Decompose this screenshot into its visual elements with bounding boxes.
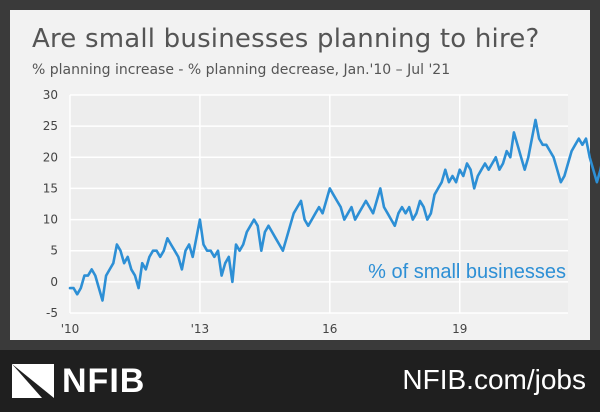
series-label: % of small businesses xyxy=(368,261,566,283)
chart-subtitle: % planning increase - % planning decreas… xyxy=(32,62,451,78)
y-tick-label: 5 xyxy=(50,244,58,258)
y-tick-label: 0 xyxy=(50,275,58,289)
logo-text: NFIB xyxy=(62,361,146,400)
x-tick-label: '13 xyxy=(191,322,210,336)
chart-grid xyxy=(69,94,568,314)
nfib-logo: NFIB xyxy=(12,361,146,400)
y-tick-label: 30 xyxy=(43,88,58,102)
footer-bar: NFIB NFIB.com/jobs xyxy=(0,350,600,412)
y-tick-label: 15 xyxy=(43,181,58,195)
nfib-logo-icon xyxy=(12,364,54,398)
plot-area xyxy=(70,95,568,313)
x-tick-label: '10 xyxy=(61,322,80,336)
y-tick-label: 25 xyxy=(43,119,58,133)
footer-url[interactable]: NFIB.com/jobs xyxy=(402,364,586,395)
x-axis: '10 '13 16 19 xyxy=(61,322,468,336)
series-line xyxy=(68,118,600,302)
line-chart: 30 25 20 15 10 5 0 -5 '10 '13 16 19 % of small bus… xyxy=(43,88,600,336)
y-tick-label: -5 xyxy=(46,306,58,320)
y-tick-label: 10 xyxy=(43,213,58,227)
x-tick-label: 19 xyxy=(452,322,467,336)
chart-title: Are small businesses planning to hire? xyxy=(32,24,540,54)
y-tick-label: 20 xyxy=(43,150,58,164)
y-axis: 30 25 20 15 10 5 0 -5 xyxy=(43,88,58,320)
x-tick-label: 16 xyxy=(322,322,337,336)
